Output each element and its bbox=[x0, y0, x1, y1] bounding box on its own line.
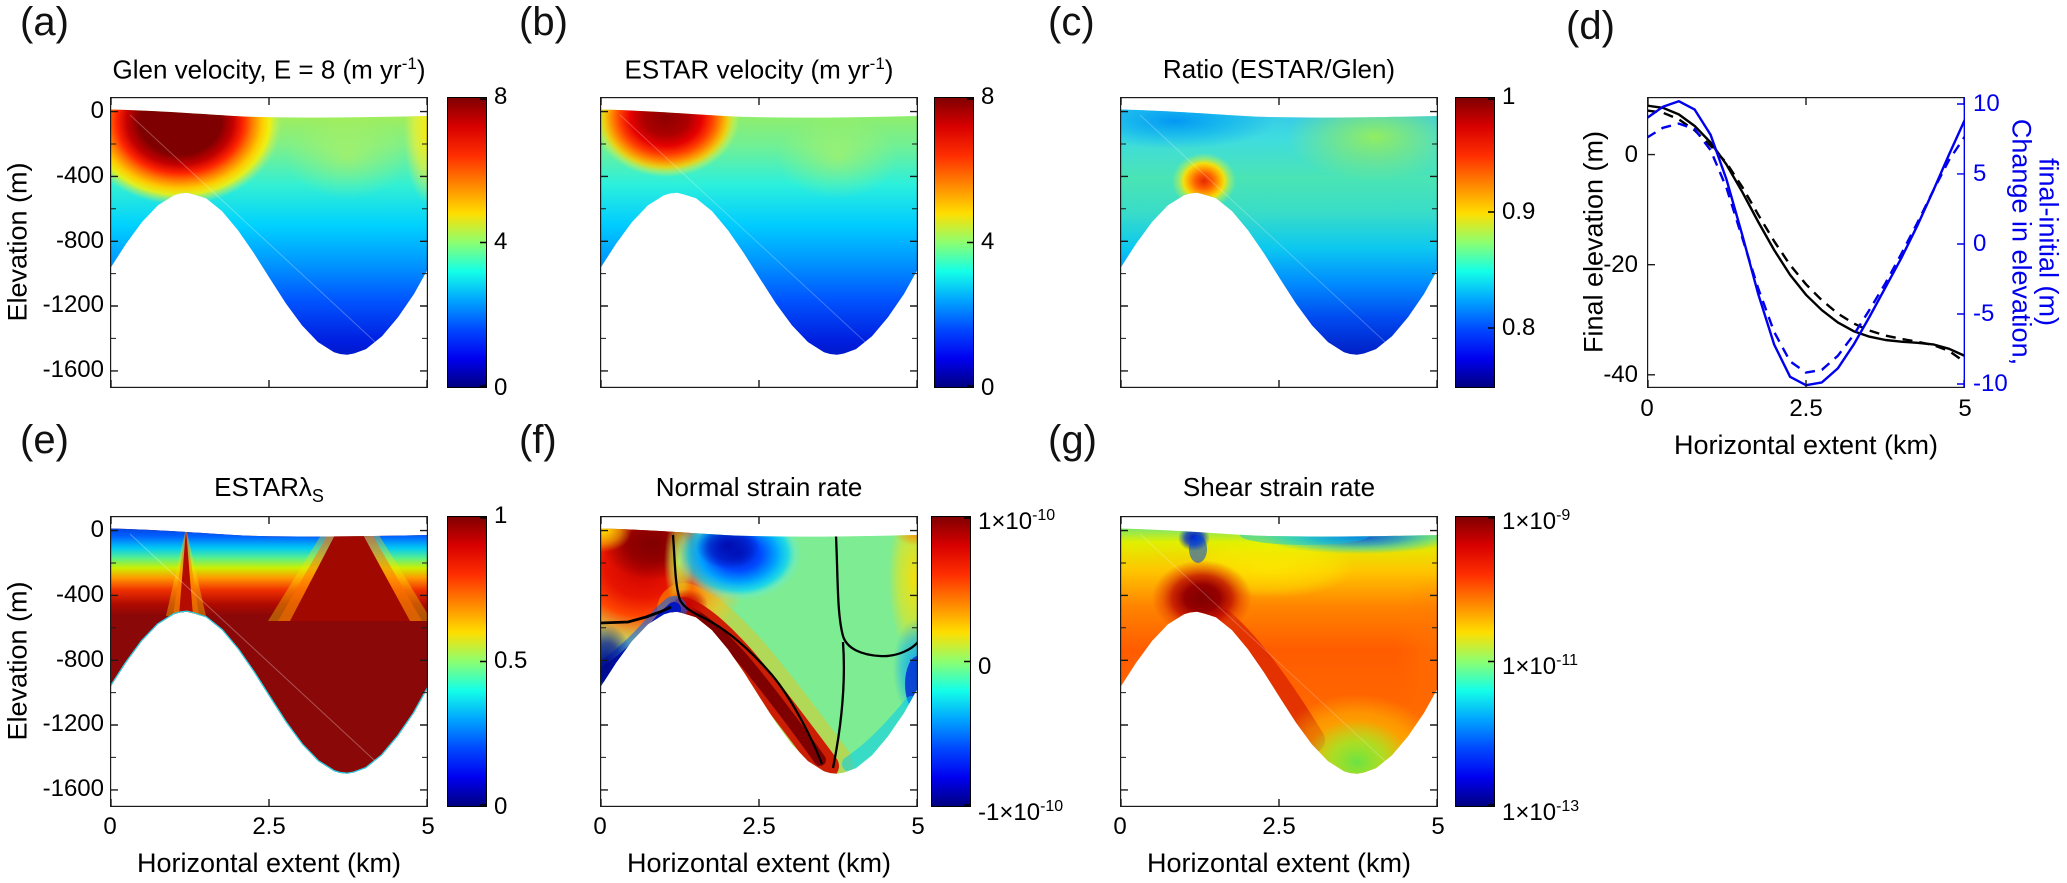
panel-b-plot bbox=[600, 97, 918, 388]
d-xtick-1: 2.5 bbox=[1789, 395, 1823, 422]
a-ytick-4: -1600 bbox=[42, 356, 104, 383]
panel-c-colorbar bbox=[1455, 97, 1495, 388]
g-xtick-1: 2.5 bbox=[1262, 813, 1296, 840]
d-ytick-right-2: 0 bbox=[1973, 230, 1987, 257]
panel-b-colorbar bbox=[934, 97, 974, 388]
e-xtick-2: 5 bbox=[421, 813, 435, 840]
d-ytick-right-0: 10 bbox=[1973, 90, 2000, 117]
panel-f-plot bbox=[600, 516, 918, 807]
e-ytick-2: -800 bbox=[55, 646, 104, 673]
panel-b-letter: (b) bbox=[519, 0, 568, 44]
d-ytick-left-2: -40 bbox=[1603, 361, 1638, 388]
panel-g-plot bbox=[1120, 516, 1438, 807]
panel-c-contour-field bbox=[1120, 109, 1438, 355]
f-cbtick-1: 0 bbox=[978, 653, 992, 680]
f-xtick-0: 0 bbox=[593, 813, 607, 840]
panel-g-colorbar bbox=[1455, 516, 1495, 807]
panel-c-title: Ratio (ESTAR/Glen) bbox=[1162, 54, 1396, 84]
panel-f-letter: (f) bbox=[519, 418, 557, 462]
g-xtick-0: 0 bbox=[1113, 813, 1127, 840]
panel-e-letter: (e) bbox=[20, 418, 69, 462]
f-xtick-1: 2.5 bbox=[742, 813, 776, 840]
e-xtick-1: 2.5 bbox=[252, 813, 286, 840]
panel-f-title: Normal strain rate bbox=[655, 472, 863, 502]
final-elevation-axis-label: Final elevation (m) bbox=[1578, 130, 1609, 354]
e-ytick-3: -1200 bbox=[42, 710, 104, 737]
a-ytick-1: -400 bbox=[55, 162, 104, 189]
panel-a-title: Glen velocity, E = 8 (m yr-1) bbox=[112, 54, 426, 85]
f-xtick-2: 5 bbox=[911, 813, 925, 840]
g-xtick-2: 5 bbox=[1431, 813, 1445, 840]
panel-d-plot bbox=[1647, 97, 1965, 388]
d-xtick-2: 5 bbox=[1958, 395, 1972, 422]
f-cbtick-0: 1×10-10 bbox=[978, 507, 1056, 535]
g-cbtick-2: 1×10-13 bbox=[1502, 798, 1580, 826]
d-ytick-left-1: -20 bbox=[1603, 251, 1638, 278]
g-xlabel: Horizontal extent (km) bbox=[1146, 848, 1412, 878]
d-xtick-0: 0 bbox=[1640, 395, 1654, 422]
panel-e-contour-field bbox=[110, 528, 428, 774]
panel-d-letter: (d) bbox=[1566, 4, 1615, 48]
b-cbtick-2: 0 bbox=[981, 374, 995, 401]
panel-f-colorbar bbox=[931, 516, 971, 807]
d-series-1 bbox=[1647, 109, 1965, 364]
d-ytick-right-4: -10 bbox=[1973, 370, 2008, 397]
c-cbtick-0: 1 bbox=[1502, 83, 1516, 110]
d-series-3 bbox=[1647, 122, 1965, 374]
g-cbtick-0: 1×10-9 bbox=[1502, 507, 1571, 535]
a-cbtick-0: 8 bbox=[494, 83, 508, 110]
panel-c-plot bbox=[1120, 97, 1438, 388]
f-cbtick-2: -1×10-10 bbox=[978, 798, 1064, 826]
change-elevation-axis-label-line1: Change in elevation, bbox=[2006, 118, 2037, 366]
panel-a-colorbar bbox=[447, 97, 487, 388]
a-ytick-3: -1200 bbox=[42, 291, 104, 318]
panel-b-title: ESTAR velocity (m yr-1) bbox=[624, 54, 894, 85]
b-cbtick-0: 8 bbox=[981, 83, 995, 110]
e-ytick-4: -1600 bbox=[42, 775, 104, 802]
panel-g-letter: (g) bbox=[1048, 418, 1097, 462]
b-cbtick-1: 4 bbox=[981, 228, 995, 255]
a-cbtick-1: 4 bbox=[494, 228, 508, 255]
d-ytick-right-3: -5 bbox=[1973, 300, 1995, 327]
a-cbtick-2: 0 bbox=[494, 374, 508, 401]
panel-a-plot bbox=[110, 97, 428, 388]
panel-c-letter: (c) bbox=[1048, 0, 1095, 44]
f-xlabel: Horizontal extent (km) bbox=[626, 848, 892, 878]
f-zero-contours bbox=[600, 534, 918, 769]
a-ytick-0: 0 bbox=[90, 97, 104, 124]
panel-b-contour-field bbox=[600, 109, 918, 355]
c-cbtick-1: 0.9 bbox=[1502, 198, 1536, 225]
g-cbtick-1: 1×10-11 bbox=[1502, 652, 1578, 680]
panel-d-right-ticks bbox=[1957, 103, 1964, 385]
elevation-axis-label-top: Elevation (m) bbox=[2, 162, 33, 322]
a-ytick-2: -800 bbox=[55, 227, 104, 254]
d-ytick-right-1: 5 bbox=[1973, 160, 1987, 187]
c-cbtick-2: 0.8 bbox=[1502, 314, 1536, 341]
d-series-0 bbox=[1647, 104, 1965, 358]
panel-a-contour-field bbox=[110, 109, 428, 355]
e-cbtick-1: 0.5 bbox=[494, 647, 528, 674]
panel-e-colorbar bbox=[447, 516, 487, 807]
panel-g-contour-field bbox=[1120, 528, 1438, 774]
panel-f-contour-field bbox=[600, 528, 918, 774]
panel-g-title: Shear strain rate bbox=[1182, 472, 1376, 502]
change-elevation-axis-label-line2: final-initial (m) bbox=[2033, 157, 2064, 327]
panel-a-letter: (a) bbox=[20, 0, 69, 44]
panel-e-title: ESTARλS bbox=[214, 472, 324, 507]
elevation-axis-label-bottom: Elevation (m) bbox=[2, 581, 33, 741]
e-xtick-0: 0 bbox=[103, 813, 117, 840]
d-xlabel: Horizontal extent (km) bbox=[1673, 430, 1939, 460]
panel-e-plot bbox=[110, 516, 428, 807]
e-xlabel: Horizontal extent (km) bbox=[136, 848, 402, 878]
e-cbtick-2: 0 bbox=[494, 793, 508, 820]
e-ytick-1: -400 bbox=[55, 581, 104, 608]
e-ytick-0: 0 bbox=[90, 516, 104, 543]
e-cbtick-0: 1 bbox=[494, 502, 508, 529]
d-ytick-left-0: 0 bbox=[1624, 141, 1638, 168]
